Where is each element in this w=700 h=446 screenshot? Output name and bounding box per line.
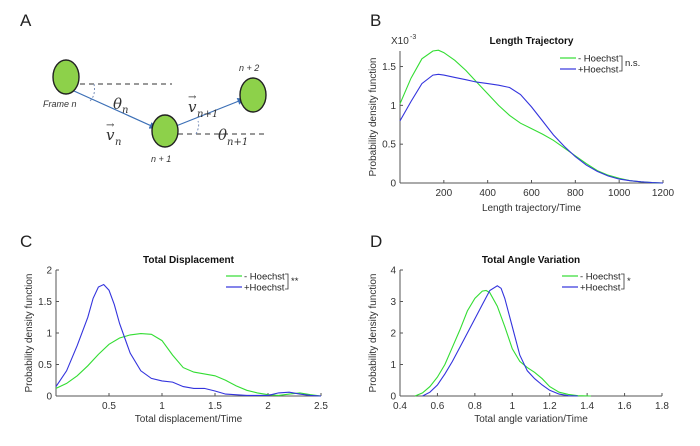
x-tick-label: 2.5: [314, 401, 328, 412]
x-tick-label: 0.4: [393, 401, 407, 412]
x-tick-label: 1.8: [655, 401, 669, 412]
panel-a: A Frame n n + 1 n + 2 θ n v → n v → n+1: [20, 11, 268, 164]
x-tick-label: 1.4: [580, 401, 594, 412]
significance-bracket-c: [285, 273, 289, 290]
significance-label-d: *: [627, 276, 631, 287]
y-tick-label: 2: [390, 329, 396, 340]
x-tick-label: 1: [159, 401, 165, 412]
x-tick-label: 0.5: [102, 401, 116, 412]
legend-label: +Hoechst: [578, 65, 619, 76]
v-n-symbol: v: [106, 126, 115, 144]
theta-n1-subscript: n+1: [227, 137, 248, 148]
v-n-subscript: n: [115, 137, 121, 148]
v-n-arrow: →: [106, 120, 115, 131]
chart-panel-c: C Total Displacement 0.5 1 1.5 2 2.5 0 0.5 1 1.5 2 T…: [20, 232, 328, 425]
x-tick-label: 1: [510, 401, 516, 412]
legend-label: +Hoechst: [244, 283, 285, 294]
y-tick-label: 2: [46, 266, 52, 277]
cell-frame-n1: [151, 114, 179, 148]
cell-frame-n: [52, 59, 80, 95]
y-tick-label: 0: [390, 179, 396, 190]
y-tick-label: 3: [390, 297, 396, 308]
y-axis-label-c: Probability density function: [24, 274, 35, 393]
x-tick-label: 1.5: [208, 401, 222, 412]
legend-label: - Hoechst: [580, 272, 621, 283]
chart-panel-b: B Length Trajectory 200 400 600 800 1000 1200 0 0…: [368, 11, 675, 214]
series-line-plus-hoechst: [55, 283, 322, 397]
x-tick-label: 1.2: [543, 401, 557, 412]
theta-n-subscript: n: [122, 105, 128, 116]
y-tick-label: 1.5: [38, 297, 52, 308]
x-tick-label: 2: [265, 401, 271, 412]
legend-label: - Hoechst: [578, 54, 619, 65]
x-tick-label: 800: [567, 188, 584, 199]
chart-title-d: Total Angle Variation: [482, 255, 580, 266]
x-tick-label: 0.8: [468, 401, 482, 412]
theta-n1-symbol: θ: [218, 126, 227, 144]
y-tick-label: 4: [390, 266, 396, 277]
significance-bracket-b: [619, 55, 623, 72]
x-axis-label-c: Total displacement/Time: [135, 414, 243, 425]
cell-frame-n2: [239, 77, 267, 113]
y-tick-label: 0: [46, 392, 52, 403]
y-axis-label-d: Probability density function: [368, 274, 379, 393]
chart-title-c: Total Displacement: [143, 255, 235, 266]
v-n1-symbol: v: [188, 98, 197, 116]
panel-letter-b: B: [370, 11, 381, 30]
scale-note-b: X10: [391, 36, 409, 47]
vector-arrow-n1: [175, 98, 245, 127]
vector-arrow-n: [73, 90, 157, 129]
x-tick-label: 1.6: [618, 401, 632, 412]
frame-n1-label: n + 1: [151, 154, 171, 164]
significance-label-c: **: [291, 276, 299, 287]
x-axis-label-d: Total angle variation/Time: [474, 414, 588, 425]
x-tick-label: 1000: [608, 188, 631, 199]
panel-letter-d: D: [370, 232, 382, 251]
angle-arc-n: [89, 83, 95, 102]
y-axis-label-b: Probability density function: [368, 58, 379, 177]
y-tick-label: 0: [390, 392, 396, 403]
chart-title-b: Length Trajectory: [490, 36, 574, 47]
series-line-plus-hoechst: [422, 285, 578, 397]
y-tick-label: 0.5: [382, 140, 396, 151]
series-line-minus-hoechst: [399, 49, 664, 184]
v-n1-arrow: →: [188, 92, 197, 103]
x-tick-label: 400: [479, 188, 496, 199]
legend-label: +Hoechst: [580, 283, 621, 294]
series-line-plus-hoechst: [399, 73, 664, 184]
scale-exponent-b: -3: [410, 34, 416, 41]
series-line-minus-hoechst: [414, 289, 591, 397]
y-tick-label: 1: [390, 360, 396, 371]
series-line-minus-hoechst: [55, 333, 322, 397]
v-n1-subscript: n+1: [197, 109, 218, 120]
y-tick-label: 1: [390, 101, 396, 112]
theta-n-symbol: θ: [113, 95, 122, 113]
legend-label: - Hoechst: [244, 272, 285, 283]
y-tick-label: 0.5: [38, 360, 52, 371]
x-axis-label-b: Length trajectory/Time: [482, 203, 582, 214]
significance-bracket-d: [621, 273, 625, 290]
significance-label-b: n.s.: [625, 58, 640, 69]
angle-arc-n1: [195, 120, 200, 135]
x-tick-label: 200: [435, 188, 452, 199]
x-tick-label: 600: [523, 188, 540, 199]
y-tick-label: 1.5: [382, 62, 396, 73]
panel-letter-a: A: [20, 11, 32, 30]
x-tick-label: 0.6: [430, 401, 444, 412]
y-tick-label: 1: [46, 329, 52, 340]
chart-panel-d: D Total Angle Variation 0.4 0.6 0.8 1 1.2 1.4 1.…: [368, 232, 669, 425]
frame-n2-label: n + 2: [239, 63, 259, 73]
x-tick-label: 1200: [652, 188, 675, 199]
frame-n-label: Frame n: [43, 99, 77, 109]
panel-letter-c: C: [20, 232, 32, 251]
